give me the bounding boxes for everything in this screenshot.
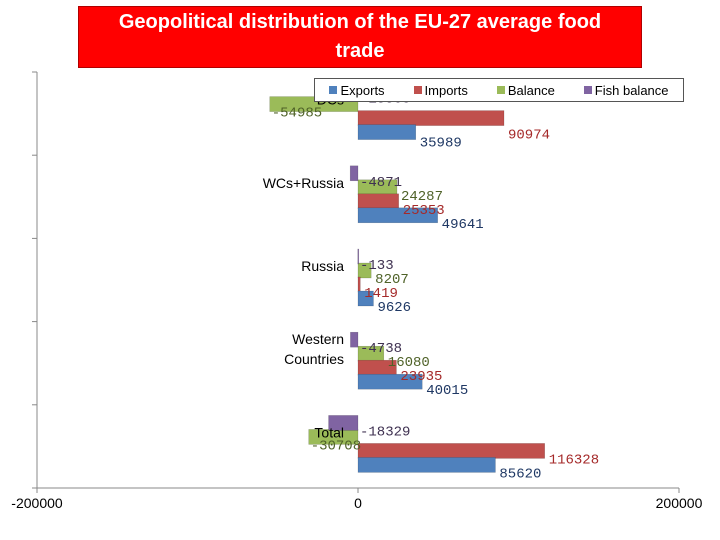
- bar-fish-balance: [349, 165, 359, 182]
- data-label-imports: 116328: [549, 452, 599, 468]
- legend-swatch: [329, 86, 338, 94]
- legend-swatch: [583, 86, 592, 94]
- bar-balance: [357, 262, 372, 279]
- x-tick-label: 200000: [656, 495, 703, 511]
- legend-label: Exports: [340, 82, 385, 98]
- data-label-exports: 85620: [499, 466, 541, 482]
- data-label-fish-balance: -4738: [360, 341, 402, 357]
- category-label: Countries: [284, 351, 344, 367]
- bar-fish-balance: [357, 248, 360, 265]
- legend-item-imports: Imports: [413, 82, 468, 98]
- legend-item-fish-balance: Fish balance: [583, 82, 669, 98]
- data-label-imports: 90974: [508, 128, 550, 144]
- data-label-balance: -30708: [311, 438, 361, 454]
- bar-fish-balance: [328, 415, 359, 431]
- data-label-exports: 40015: [426, 383, 468, 399]
- bar-exports: [357, 457, 496, 473]
- data-label-exports: 35989: [420, 136, 462, 152]
- bar-imports: [357, 443, 545, 459]
- bar-imports: [357, 110, 505, 126]
- data-label-balance: 24287: [401, 189, 443, 205]
- bar-imports: [357, 193, 399, 210]
- data-label-fish-balance: -4871: [360, 175, 402, 191]
- category-label: WCs+Russia: [263, 175, 345, 191]
- data-label-exports: 9626: [377, 300, 411, 316]
- data-label-fish-balance: -18329: [360, 424, 410, 440]
- chart-title: Geopolitical distribution of the EU-27 a…: [118, 11, 602, 62]
- bar-exports: [357, 124, 417, 140]
- data-label-imports: 25353: [403, 203, 445, 219]
- category-label: Russia: [301, 258, 344, 274]
- bar-exports: [357, 290, 374, 307]
- bar-exports: [357, 373, 423, 390]
- legend-item-exports: Exports: [329, 82, 385, 98]
- bar-imports: [357, 276, 361, 293]
- category-label: Western: [292, 331, 344, 347]
- legend-label: Fish balance: [594, 82, 669, 98]
- chart-legend: Exports Imports Balance Fish balance: [314, 78, 684, 102]
- data-label-balance: 16080: [388, 355, 430, 371]
- data-label-exports: 49641: [442, 217, 484, 233]
- category-label: Total: [314, 424, 344, 440]
- data-label-imports: 23935: [400, 369, 442, 385]
- x-tick-label: -200000: [11, 495, 63, 511]
- data-label-balance: 8207: [375, 272, 409, 288]
- data-label-fish-balance: -133: [360, 258, 394, 274]
- chart-title-box: Geopolitical distribution of the EU-27 a…: [78, 6, 642, 68]
- data-label-imports: 1419: [364, 286, 398, 302]
- legend-swatch: [496, 86, 505, 94]
- data-label-balance: -54985: [272, 106, 322, 122]
- legend-swatch: [413, 86, 422, 94]
- bar-exports: [357, 207, 438, 224]
- x-tick-label: 0: [354, 495, 362, 511]
- legend-label: Imports: [424, 82, 468, 98]
- bar-fish-balance: [350, 331, 359, 348]
- legend-item-balance: Balance: [496, 82, 555, 98]
- legend-label: Balance: [507, 82, 555, 98]
